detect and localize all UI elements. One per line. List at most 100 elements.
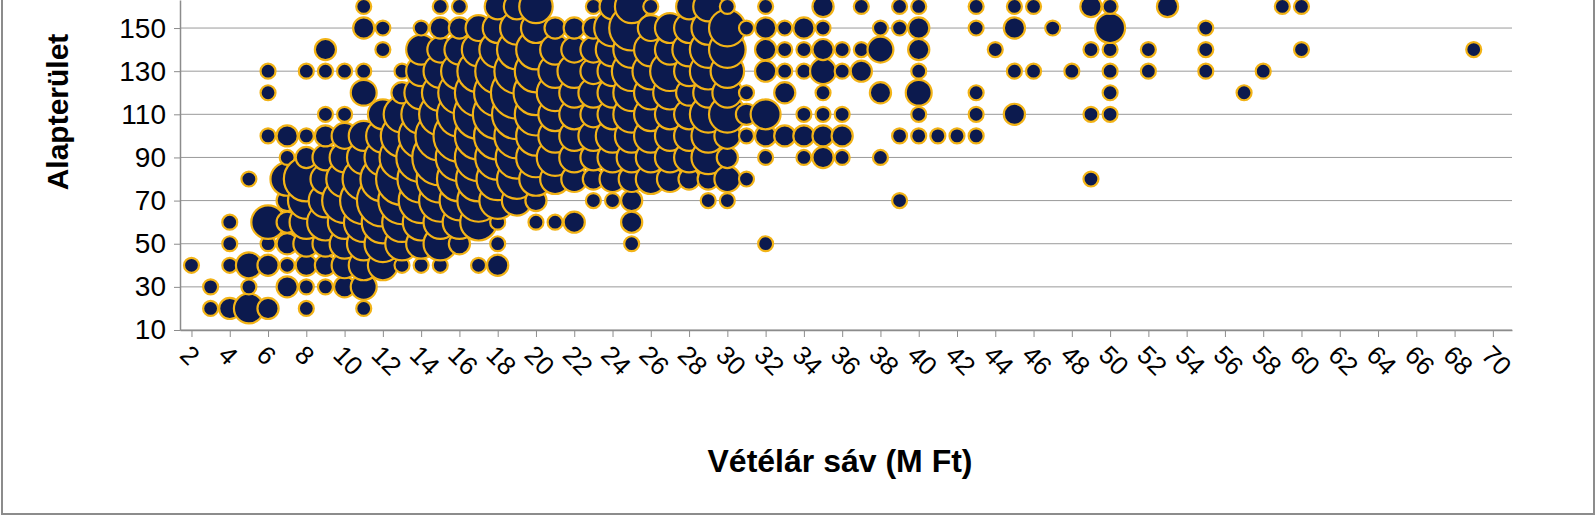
bubble: [257, 255, 278, 276]
bubble: [1103, 107, 1118, 122]
bubble: [812, 39, 833, 60]
bubble: [739, 172, 754, 187]
bubble: [1083, 107, 1098, 122]
bubble: [867, 37, 893, 63]
bubble: [277, 125, 298, 146]
x-tick-label: 68: [1437, 339, 1479, 381]
bubble: [299, 279, 314, 294]
bubble: [1064, 64, 1079, 79]
bubble: [605, 193, 620, 208]
bubble: [793, 125, 814, 146]
bubble: [318, 64, 333, 79]
bubble: [1004, 17, 1025, 38]
bubble: [545, 17, 566, 38]
x-tick-label: 24: [595, 339, 637, 381]
bubble: [1157, 0, 1178, 17]
x-tick-label: 30: [710, 339, 752, 381]
bubble: [241, 172, 256, 187]
bubble: [906, 80, 932, 106]
bubble: [318, 279, 333, 294]
grid: [180, 28, 1512, 330]
x-tick-label: 10: [327, 339, 369, 381]
bubble: [835, 64, 850, 79]
bubble: [337, 64, 352, 79]
bubble: [203, 301, 218, 316]
x-tick-mark: [1034, 330, 1035, 337]
x-tick-mark: [1301, 330, 1302, 337]
x-tick: 8: [289, 330, 320, 371]
bubble: [835, 42, 850, 57]
x-tick: 30: [710, 330, 752, 381]
x-tick-mark: [1225, 330, 1226, 337]
x-tick: 2: [174, 330, 205, 371]
bubble: [816, 107, 831, 122]
chart: 2468101214161820222426283032343638404244…: [0, 0, 1596, 522]
x-axis: 2468101214161820222426283032343638404244…: [174, 330, 1517, 381]
bubble: [720, 193, 735, 208]
bubble: [832, 125, 853, 146]
x-tick-label: 40: [902, 339, 944, 381]
frame: [2, 0, 1594, 514]
x-tick: 40: [902, 330, 944, 381]
y-tick: 70: [135, 185, 180, 216]
x-tick-label: 46: [1016, 339, 1058, 381]
x-tick-mark: [842, 330, 843, 337]
y-tick-label: 70: [135, 185, 166, 216]
x-tick: 22: [557, 330, 599, 381]
bubble: [430, 17, 451, 38]
bubble: [621, 212, 642, 233]
bubble: [774, 125, 795, 146]
bubble: [280, 258, 295, 273]
x-tick: 20: [519, 330, 561, 381]
x-tick-label: 26: [634, 339, 676, 381]
bubble: [296, 255, 317, 276]
x-tick: 28: [672, 330, 714, 381]
bubble: [751, 99, 781, 129]
bubble: [318, 107, 333, 122]
x-tick-mark: [536, 330, 537, 337]
bubble: [796, 42, 811, 57]
y-tick-label: 90: [135, 142, 166, 173]
x-tick: 10: [327, 330, 369, 381]
bubble: [892, 21, 907, 36]
x-tick-label: 58: [1246, 339, 1288, 381]
x-tick-mark: [651, 330, 652, 337]
bubble: [1095, 13, 1125, 43]
bubble: [1007, 64, 1022, 79]
x-tick: 6: [251, 330, 282, 371]
bubble: [1237, 85, 1252, 100]
bubble: [908, 17, 929, 38]
bubble: [375, 42, 390, 57]
x-tick-label: 62: [1323, 339, 1365, 381]
bubble: [1256, 64, 1271, 79]
bubble: [835, 107, 850, 122]
x-tick-label: 60: [1284, 339, 1326, 381]
x-tick-mark: [1072, 330, 1073, 337]
x-tick-label: 4: [213, 339, 244, 370]
x-tick-label: 48: [1055, 339, 1097, 381]
x-tick: 34: [787, 330, 829, 381]
x-tick: 16: [442, 330, 484, 381]
y-tick-label: 10: [135, 314, 166, 345]
bubble: [222, 236, 237, 251]
x-tick-mark: [995, 330, 996, 337]
bubble: [1026, 64, 1041, 79]
x-tick-label: 22: [557, 339, 599, 381]
x-tick-label: 6: [251, 339, 282, 370]
bubble: [624, 236, 639, 251]
x-tick-mark: [191, 330, 192, 337]
bubble: [969, 21, 984, 36]
bubble: [851, 61, 872, 82]
y-tick: 10: [135, 314, 180, 345]
x-tick: 4: [213, 330, 244, 371]
bubble: [1103, 0, 1118, 14]
x-tick: 44: [978, 330, 1020, 381]
x-tick-label: 36: [825, 339, 867, 381]
x-tick: 66: [1399, 330, 1441, 381]
bubble: [812, 125, 833, 146]
bubble: [1103, 64, 1118, 79]
x-tick-label: 2: [174, 339, 205, 370]
bubble: [1103, 85, 1118, 100]
x-tick: 18: [481, 330, 523, 381]
x-tick-label: 16: [442, 339, 484, 381]
